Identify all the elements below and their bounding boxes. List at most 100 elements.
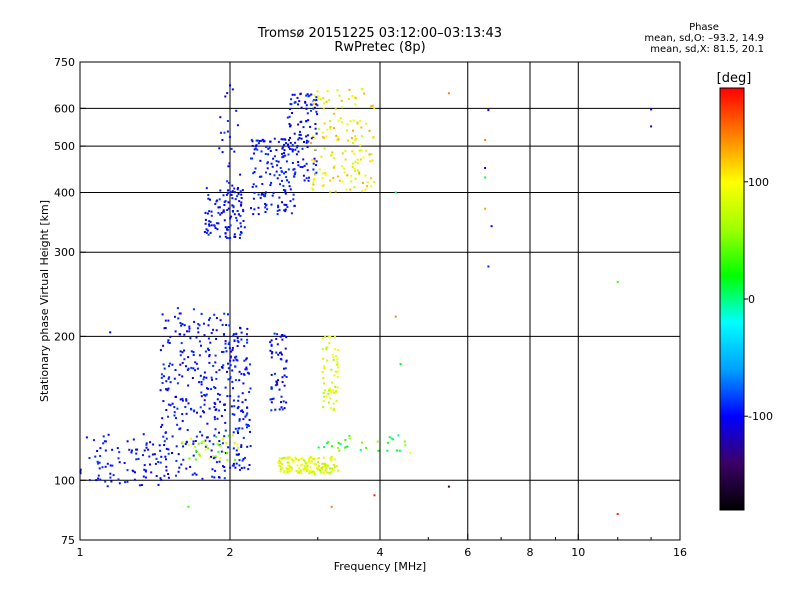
- data-point: [324, 469, 327, 472]
- data-point: [216, 442, 219, 445]
- data-point: [309, 103, 312, 106]
- data-point: [260, 150, 263, 153]
- data-point: [207, 387, 210, 390]
- data-point: [348, 437, 351, 440]
- data-point: [223, 466, 226, 468]
- data-point: [217, 222, 220, 225]
- data-point: [321, 466, 324, 469]
- data-point: [284, 456, 287, 459]
- data-point: [222, 210, 225, 213]
- data-point: [341, 165, 344, 167]
- data-point: [214, 361, 217, 364]
- data-point: [211, 378, 213, 381]
- data-point: [109, 472, 112, 475]
- data-point: [249, 430, 251, 433]
- data-point: [204, 445, 207, 448]
- data-point: [217, 206, 220, 209]
- data-point: [212, 457, 215, 460]
- data-point: [161, 313, 164, 316]
- data-point: [126, 440, 129, 443]
- phase-summary: Phase mean, sd,O: –93.2, 14.9 mean, sd,X…: [554, 22, 764, 55]
- data-point: [318, 465, 321, 467]
- data-point: [349, 120, 352, 123]
- data-point: [220, 415, 223, 417]
- data-point: [232, 462, 235, 465]
- data-point: [377, 449, 380, 452]
- data-point: [186, 429, 189, 431]
- data-point: [273, 174, 276, 177]
- data-point: [351, 165, 354, 168]
- data-point: [334, 458, 337, 461]
- data-point: [354, 177, 357, 180]
- data-point: [281, 457, 283, 460]
- data-point: [234, 365, 237, 368]
- data-point: [278, 459, 281, 462]
- colorbar-tick-label: 0: [748, 293, 755, 306]
- data-point: [286, 116, 289, 119]
- data-point: [226, 226, 228, 229]
- data-point: [241, 409, 244, 412]
- data-point: [336, 386, 339, 389]
- data-point: [370, 105, 373, 108]
- data-point: [322, 97, 325, 100]
- data-point: [266, 162, 269, 165]
- data-point: [282, 184, 285, 187]
- data-point: [281, 338, 284, 341]
- data-point: [239, 214, 242, 217]
- data-point: [236, 124, 239, 127]
- data-point: [243, 466, 246, 469]
- data-point: [284, 171, 287, 173]
- data-point: [118, 461, 121, 464]
- data-point: [277, 353, 280, 356]
- data-point: [337, 138, 340, 141]
- data-point: [294, 456, 297, 459]
- data-point: [212, 443, 215, 446]
- data-point: [213, 434, 216, 437]
- data-point: [337, 441, 340, 444]
- data-point: [195, 473, 198, 476]
- data-point: [167, 319, 170, 322]
- data-point: [330, 455, 333, 458]
- data-point: [235, 355, 238, 358]
- data-point: [336, 363, 339, 366]
- data-point: [236, 188, 239, 191]
- data-point: [248, 464, 251, 466]
- data-point: [301, 147, 304, 150]
- grid-layer: [80, 62, 680, 540]
- data-point: [181, 351, 184, 354]
- data-point: [270, 356, 273, 359]
- data-point: [233, 413, 236, 416]
- data-point: [360, 88, 363, 91]
- data-point: [165, 437, 168, 440]
- data-point: [171, 402, 174, 405]
- data-point: [181, 375, 184, 378]
- data-point: [345, 188, 348, 191]
- data-point: [225, 193, 228, 196]
- data-point: [234, 427, 237, 430]
- data-point: [447, 92, 450, 95]
- data-point: [209, 231, 212, 234]
- data-point: [194, 440, 197, 442]
- chart-subtitle: RwPretec (8p): [334, 40, 426, 55]
- data-point: [373, 107, 376, 110]
- data-point: [210, 210, 213, 213]
- data-point: [396, 449, 399, 452]
- data-point: [167, 476, 170, 479]
- data-point: [276, 383, 279, 386]
- data-point: [231, 184, 234, 187]
- data-point: [92, 439, 95, 442]
- data-point: [243, 226, 246, 229]
- data-point: [314, 127, 317, 130]
- data-point: [202, 322, 205, 325]
- data-point: [335, 465, 338, 468]
- data-point: [371, 159, 374, 162]
- data-point: [277, 160, 280, 163]
- data-point: [229, 395, 232, 397]
- data-point: [394, 191, 397, 194]
- data-point: [177, 453, 180, 456]
- data-point: [162, 435, 165, 438]
- data-point: [200, 442, 203, 444]
- data-point: [279, 183, 282, 186]
- data-point: [256, 148, 259, 151]
